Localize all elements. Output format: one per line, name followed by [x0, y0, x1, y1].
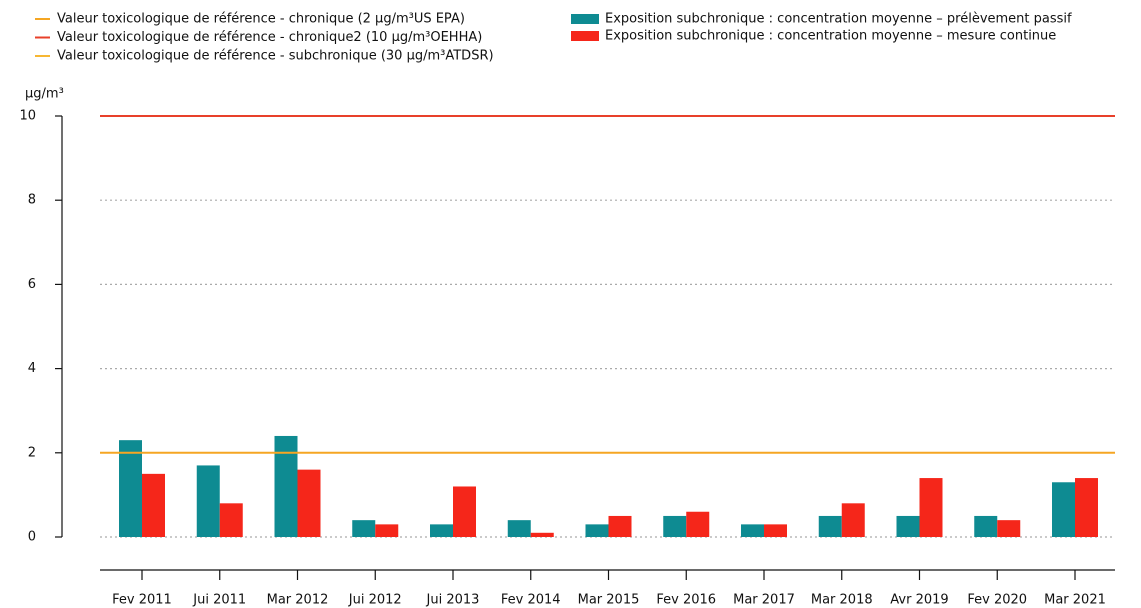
x-tick-label: Fev 2011: [112, 593, 172, 608]
legend-swatch: [571, 14, 599, 24]
bar: [507, 520, 531, 537]
legend-label: Valeur toxicologique de référence - chro…: [57, 30, 482, 45]
bar: [375, 524, 399, 537]
bar: [119, 440, 142, 537]
bar: [196, 465, 220, 537]
bar: [741, 524, 764, 537]
y-tick-label: 8: [28, 193, 36, 208]
x-tick-label: Fev 2020: [967, 593, 1027, 608]
x-tick-label: Jui 2013: [426, 593, 480, 608]
x-tick-label: Mar 2012: [267, 593, 329, 608]
bar: [608, 515, 632, 537]
x-tick-label: Mar 2018: [811, 593, 873, 608]
y-axis-label: µg/m³: [25, 87, 64, 102]
y-tick-label: 4: [28, 361, 36, 376]
bar: [764, 524, 787, 537]
bar: [274, 435, 298, 537]
bar: [585, 524, 609, 537]
legend-swatch: [571, 31, 599, 41]
x-tick-label: Mar 2021: [1044, 593, 1106, 608]
x-tick-label: Avr 2019: [890, 593, 948, 608]
y-tick-label: 6: [28, 277, 36, 292]
x-tick-label: Mar 2015: [578, 593, 640, 608]
x-tick-label: Fev 2014: [501, 593, 561, 608]
bar: [919, 478, 943, 537]
bar: [896, 515, 920, 537]
bar: [219, 503, 243, 537]
y-tick-label: 10: [19, 109, 36, 124]
legend-label: Valeur toxicologique de référence - chro…: [57, 12, 465, 27]
bar: [818, 515, 842, 537]
y-tick-label: 2: [28, 445, 36, 460]
bar: [352, 520, 376, 537]
bar: [1075, 478, 1098, 537]
legend-label: Exposition subchronique : concentration …: [605, 12, 1072, 27]
y-tick-label: 0: [28, 530, 36, 545]
legend-label: Exposition subchronique : concentration …: [605, 29, 1056, 44]
x-tick-label: Jui 2011: [192, 593, 246, 608]
bar: [142, 473, 165, 537]
bar: [530, 532, 554, 537]
bar: [997, 520, 1021, 537]
x-tick-label: Mar 2017: [733, 593, 795, 608]
bar: [841, 503, 865, 537]
bar: [686, 511, 710, 537]
bar: [974, 515, 998, 537]
x-tick-label: Fev 2016: [656, 593, 716, 608]
bar: [1052, 482, 1075, 537]
bar: [453, 486, 476, 537]
bar: [297, 469, 321, 537]
x-tick-label: Jui 2012: [348, 593, 402, 608]
legend-label: Valeur toxicologique de référence - subc…: [57, 49, 494, 64]
bar: [430, 524, 453, 537]
bar: [663, 515, 687, 537]
